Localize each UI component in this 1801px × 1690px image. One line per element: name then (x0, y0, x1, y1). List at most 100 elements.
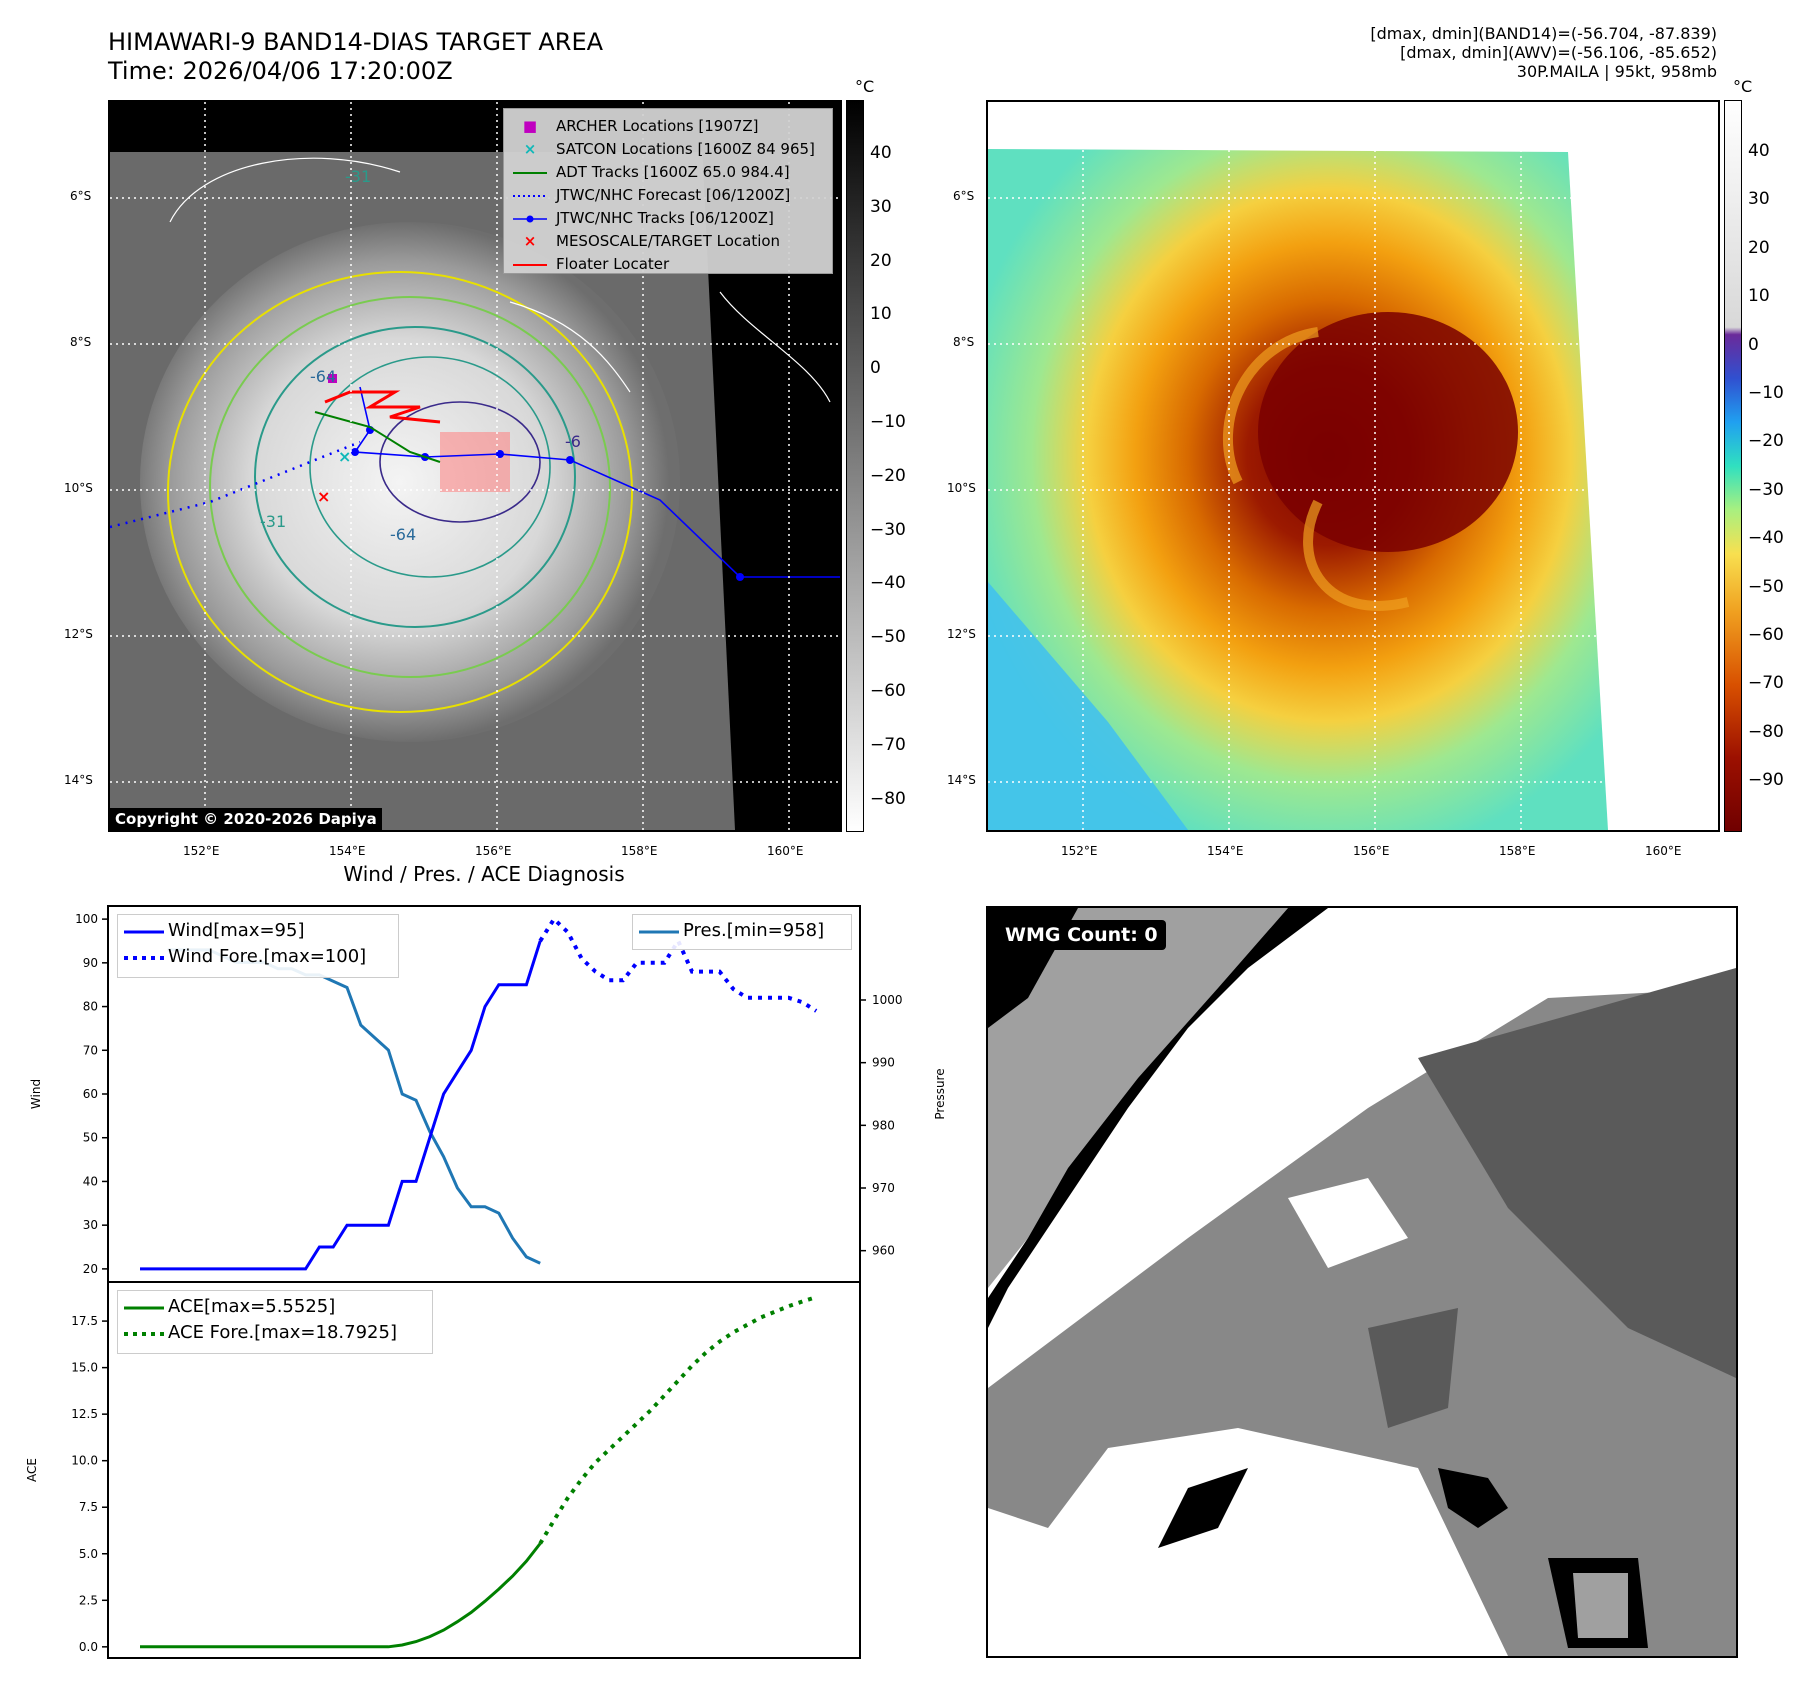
wind-axis-label: Wind (29, 1079, 43, 1109)
wmg-panel (986, 906, 1738, 1658)
ace-tick-label: 15.0 (71, 1361, 98, 1375)
colorbar-tick-label: −80 (1748, 721, 1784, 742)
left-colorbar (846, 100, 864, 832)
ace-tick-label: 10.0 (71, 1454, 98, 1468)
legend-item-wind: Wind[max=95] (124, 918, 392, 944)
legend-label-ace: ACE[max=5.5525] (168, 1296, 336, 1317)
lat-label: 10°S (64, 481, 93, 495)
legend-label-floater: Floater Locater (556, 255, 670, 273)
legend-item-ace: ACE[max=5.5525] (124, 1294, 426, 1320)
colorbar-tick-label: −70 (1748, 673, 1784, 694)
lon-label: 156°E (1353, 844, 1390, 858)
wind-tick-label: 90 (83, 956, 98, 970)
wind-legend: Wind[max=95] Wind Fore.[max=100] (117, 914, 399, 978)
lat-label: 6°S (70, 189, 92, 203)
storm-cloud-shield (140, 222, 680, 742)
ace-line (140, 1542, 542, 1649)
colorbar-tick-label: −40 (1748, 528, 1784, 549)
contour-label-1: -64 (310, 367, 336, 386)
legend-label-ace-forecast: ACE Fore.[max=18.7925] (168, 1322, 397, 1343)
lon-label: 158°E (621, 844, 658, 858)
wind-tick-label: 20 (83, 1262, 98, 1276)
legend-item-ace-forecast: ACE Fore.[max=18.7925] (124, 1320, 426, 1346)
colorbar-tick-label: −60 (870, 681, 906, 701)
legend-label-archer: ARCHER Locations [1907Z] (556, 117, 759, 135)
title-line-1: HIMAWARI-9 BAND14-DIAS TARGET AREA (108, 28, 604, 56)
info-line-3: 30P.MAILA | 95kt, 958mb (1516, 62, 1717, 81)
square-icon: ■ (522, 117, 538, 135)
lat-label: 8°S (953, 335, 975, 349)
pressure-line (167, 948, 541, 1265)
lat-label: 12°S (947, 627, 976, 641)
colorbar-tick-label: 10 (870, 304, 892, 325)
wmg-black-sw (1158, 1468, 1248, 1548)
colorbar-tick-label: −70 (870, 734, 906, 755)
contour-core (309, 356, 551, 578)
right-colorbar (1724, 100, 1742, 832)
colorbar-tick-label: −20 (1748, 431, 1784, 452)
legend-item-wind-forecast: Wind Fore.[max=100] (124, 944, 392, 970)
colorbar-tick-label: −30 (870, 519, 906, 540)
pressure-axis-ticks: 1000 990 980 970 960 (860, 993, 903, 1258)
legend-label-mesoscale: MESOSCALE/TARGET Location (556, 232, 781, 250)
wind-tick-label: 70 (83, 1043, 98, 1057)
solid-line-icon (639, 918, 679, 944)
contour-mid (209, 296, 611, 678)
wmg-dark-east (1418, 968, 1736, 1378)
dotted-line-icon (124, 944, 164, 970)
contour-label-5: -6 (565, 432, 581, 451)
cold-cloud-core (1258, 312, 1518, 552)
wind-forecast-line (538, 915, 818, 1013)
cross-icon: × (523, 140, 537, 158)
lat-label: 6°S (953, 189, 975, 203)
floater-locater (324, 390, 441, 424)
wind-tick-label: 80 (83, 1000, 98, 1014)
wmg-count-badge: WMG Count: 0 (997, 920, 1166, 950)
colorbar-tick-label: −10 (870, 412, 906, 432)
target-area-box (440, 432, 510, 492)
wind-tick-label: 60 (83, 1087, 98, 1101)
archer-location (328, 374, 337, 383)
lon-label: 158°E (1499, 844, 1536, 858)
solid-line-icon (124, 918, 164, 944)
legend-item-satcon: × SATCON Locations [1600Z 84 965] (512, 138, 822, 161)
awv-panel (986, 100, 1720, 832)
colorbar-tick-label: −50 (870, 627, 906, 648)
ace-tick-label: 5.0 (79, 1547, 98, 1561)
wmg-gray-se (1573, 1573, 1628, 1638)
lat-label: 10°S (947, 481, 976, 495)
pressure-tick-label: 1000 (872, 993, 903, 1007)
contour-label-4: -31 (260, 512, 286, 531)
contour-cold-core (379, 401, 541, 523)
legend-item-archer: ■ ARCHER Locations [1907Z] (512, 115, 822, 138)
colorbar-tick-label: 0 (1748, 334, 1759, 355)
map-legend: ■ ARCHER Locations [1907Z] × SATCON Loca… (503, 108, 833, 274)
legend-label-jtwc-forecast: JTWC/NHC Forecast [06/1200Z] (556, 186, 791, 204)
pressure-tick-label: 990 (872, 1056, 895, 1070)
info-line-2: [dmax, dmin](AWV)=(-56.106, -85.652) (1400, 43, 1717, 62)
lon-label: 154°E (1207, 844, 1244, 858)
contour-label-2: -64 (390, 525, 416, 544)
colorbar-tick-label: −50 (1748, 576, 1784, 597)
ace-tick-label: 12.5 (71, 1407, 98, 1421)
pressure-tick-label: 960 (872, 1244, 895, 1258)
coastline (169, 157, 831, 403)
colorbar-tick-label: −90 (1748, 770, 1784, 791)
pressure-tick-label: 980 (872, 1118, 895, 1132)
cross-icon: × (523, 232, 537, 250)
lat-label: 14°S (947, 773, 976, 787)
legend-item-jtwc-forecast: JTWC/NHC Forecast [06/1200Z] (512, 184, 822, 207)
ace-axes (107, 1281, 861, 1659)
line-dot-icon (512, 207, 548, 230)
lon-label: 152°E (1061, 844, 1098, 858)
ace-forecast-line (538, 1295, 817, 1545)
title-line-2: Time: 2026/04/06 17:20:00Z (108, 57, 453, 85)
colorbar-tick-label: 20 (870, 250, 892, 271)
colorbar-tick-label: −40 (870, 573, 906, 594)
diagnosis-title: Wind / Pres. / ACE Diagnosis (343, 862, 625, 886)
colorbar-tick-label: 10 (1748, 286, 1770, 307)
ace-tick-label: 17.5 (71, 1314, 98, 1328)
no-data-east (700, 102, 840, 830)
colorbar-tick-label: −80 (870, 788, 906, 809)
